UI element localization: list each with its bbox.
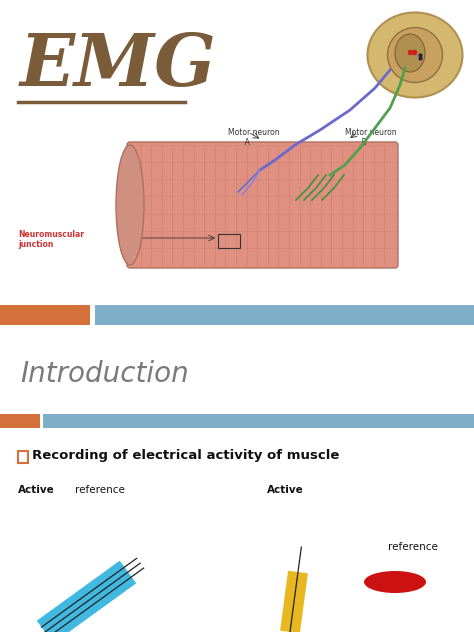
- Bar: [0, 305, 90, 325]
- Bar: [43, 414, 474, 428]
- Ellipse shape: [395, 34, 425, 72]
- Ellipse shape: [367, 13, 463, 97]
- Text: Active: Active: [18, 485, 55, 495]
- Text: reference: reference: [388, 542, 438, 552]
- Text: Motor neuron
       B: Motor neuron B: [345, 128, 397, 147]
- Ellipse shape: [116, 145, 144, 265]
- Text: EMG: EMG: [20, 30, 217, 101]
- Text: Active: Active: [266, 485, 303, 495]
- Bar: [18, 451, 28, 463]
- Text: Introduction: Introduction: [20, 360, 189, 388]
- Bar: [95, 305, 474, 325]
- Bar: [218, 234, 240, 248]
- Bar: [0, 414, 40, 428]
- Ellipse shape: [364, 571, 426, 593]
- FancyBboxPatch shape: [127, 142, 398, 268]
- Polygon shape: [37, 561, 136, 632]
- Text: reference: reference: [75, 485, 125, 495]
- Polygon shape: [280, 571, 308, 632]
- Text: Skin surface: Skin surface: [193, 577, 281, 590]
- Text: Motor neuron
       A: Motor neuron A: [228, 128, 280, 147]
- Text: Neuromuscular
junction: Neuromuscular junction: [18, 230, 84, 250]
- Ellipse shape: [388, 28, 443, 83]
- Text: Recording of electrical activity of muscle: Recording of electrical activity of musc…: [32, 449, 339, 461]
